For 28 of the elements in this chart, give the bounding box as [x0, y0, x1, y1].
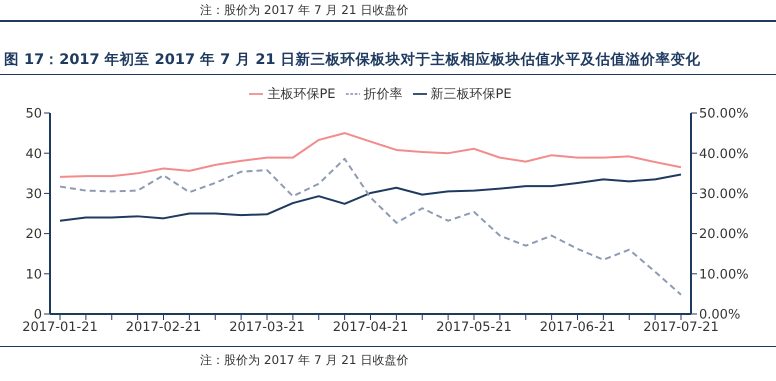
line-series	[59, 174, 682, 222]
text: 注：股价为 2017 年 7 月 21 日收盘价	[200, 2, 408, 19]
y2-tick-label: 10.00%	[699, 267, 749, 282]
x-tick-label: 2017-06-21	[540, 320, 616, 336]
y-tick-label: 30	[25, 187, 42, 202]
y-tick-label: 50	[25, 106, 42, 122]
text: 注：股价为 2017 年 7 月 21 日收盘价	[200, 352, 408, 369]
line-series	[59, 158, 682, 296]
x-tick-label: 2017-04-21	[332, 320, 408, 336]
y2-tick-label: 40.00%	[699, 146, 749, 162]
y-tick-label: 20	[25, 227, 42, 242]
y2-tick-label: 20.00%	[699, 227, 749, 242]
chart-title: 图 17：2017 年初至 2017 年 7 月 21 日新三板环保板块对于主板相应板块估值水平及估值溢价率变化	[4, 50, 701, 69]
x-tick-label: 2017-05-21	[436, 320, 512, 336]
x-tick-label: 2017-07-21	[643, 320, 719, 336]
legend-label: 新三板环保PE	[430, 87, 512, 102]
y-tick-label: 40	[25, 146, 42, 162]
x-tick-label: 2017-01-21	[22, 320, 98, 336]
x-tick-label: 2017-03-21	[229, 320, 305, 336]
y2-tick-label: 0.00%	[699, 308, 740, 323]
y2-tick-label: 50.00%	[699, 106, 749, 122]
x-tick-label: 2017-02-21	[126, 320, 202, 336]
y-tick-label: 0	[34, 308, 42, 323]
legend-label: 折价率	[364, 87, 402, 102]
legend-label: 主板环保PE	[267, 87, 336, 102]
line-series	[59, 132, 682, 178]
y2-tick-label: 30.00%	[699, 187, 749, 202]
y-tick-label: 10	[25, 267, 42, 282]
